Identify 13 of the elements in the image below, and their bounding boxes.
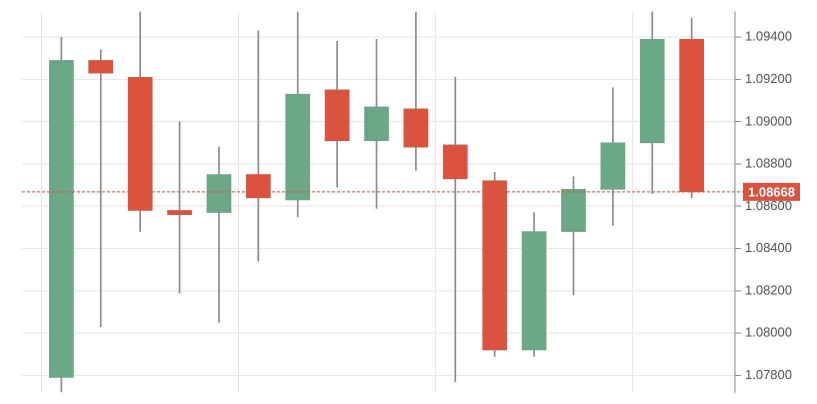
y-tick-label: 1.09400: [745, 28, 792, 44]
y-tick-label: 1.08000: [745, 324, 792, 340]
y-tick-label: 1.09200: [745, 71, 792, 86]
y-tick-label: 1.07800: [745, 366, 792, 382]
ref-line-label: 1.08668: [748, 184, 795, 200]
y-tick-label: 1.08200: [745, 282, 792, 298]
y-tick-label: 1.08400: [745, 240, 792, 256]
y-tick-label: 1.08800: [745, 156, 792, 171]
candlestick: [404, 12, 428, 171]
y-tick-label: 1.08600: [745, 198, 792, 213]
candlestick: [206, 146, 232, 323]
y-tick-label: 1.09000: [745, 113, 792, 128]
candlestick: [364, 38, 389, 209]
